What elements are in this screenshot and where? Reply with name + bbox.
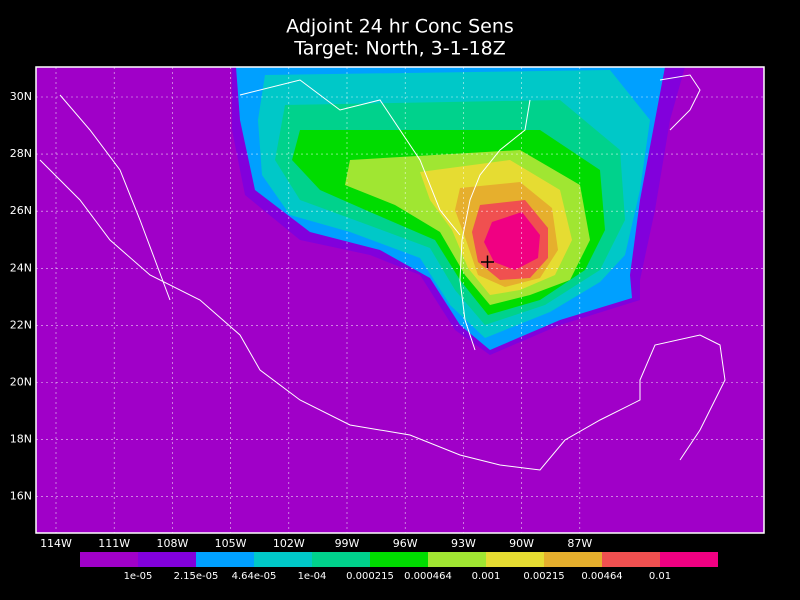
lat-label: 22N — [10, 318, 32, 331]
colorbar-swatch — [370, 552, 428, 567]
lon-label: 111W — [98, 537, 130, 550]
colorbar-swatch — [486, 552, 544, 567]
colorbar-swatch — [80, 552, 138, 567]
lon-label: 93W — [451, 537, 476, 550]
map-frame — [35, 66, 765, 534]
lat-label: 28N — [10, 147, 32, 160]
title-line: Target: North, 3-1-18Z — [293, 38, 506, 60]
coastline — [39, 74, 726, 471]
colorbar-swatch — [254, 552, 312, 567]
colorbar-label: 0.001 — [472, 571, 501, 582]
colorbar-swatch — [602, 552, 660, 567]
colorbar-label: 2.15e-05 — [174, 571, 219, 582]
colorbar-label: 0.01 — [649, 571, 671, 582]
colorbar-label: 0.00215 — [523, 571, 564, 582]
lat-label: 18N — [10, 433, 32, 446]
lon-label: 99W — [335, 537, 360, 550]
title-line: Adjoint 24 hr Conc Sens — [286, 16, 514, 38]
colorbar-swatch — [428, 552, 486, 567]
colorbar-label: 1e-05 — [124, 571, 153, 582]
lon-label: 90W — [509, 537, 534, 550]
lon-label: 108W — [156, 537, 188, 550]
lat-label: 30N — [10, 90, 32, 103]
map-area — [36, 67, 764, 533]
lon-label: 96W — [393, 537, 418, 550]
lat-label: 16N — [10, 490, 32, 503]
lat-label: 26N — [10, 204, 32, 217]
colorbar-swatch — [544, 552, 602, 567]
lon-label: 102W — [273, 537, 305, 550]
colorbar-label: 0.000464 — [404, 571, 452, 582]
colorbar-label: 0.000215 — [346, 571, 394, 582]
colorbar-label: 4.64e-05 — [232, 571, 277, 582]
lon-label: 114W — [40, 537, 72, 550]
target-marker — [481, 255, 494, 269]
colorbar-swatch — [138, 552, 196, 567]
lon-label: 87W — [567, 537, 592, 550]
lon-label: 105W — [215, 537, 247, 550]
colorbar-swatch — [660, 552, 718, 567]
colorbar-label: 0.00464 — [581, 571, 622, 582]
colorbar-label: 1e-04 — [298, 571, 327, 582]
colorbar-swatch — [312, 552, 370, 567]
contour-fill — [484, 212, 540, 270]
lat-label: 20N — [10, 376, 32, 389]
lat-label: 24N — [10, 261, 32, 274]
colorbar-swatch — [196, 552, 254, 567]
